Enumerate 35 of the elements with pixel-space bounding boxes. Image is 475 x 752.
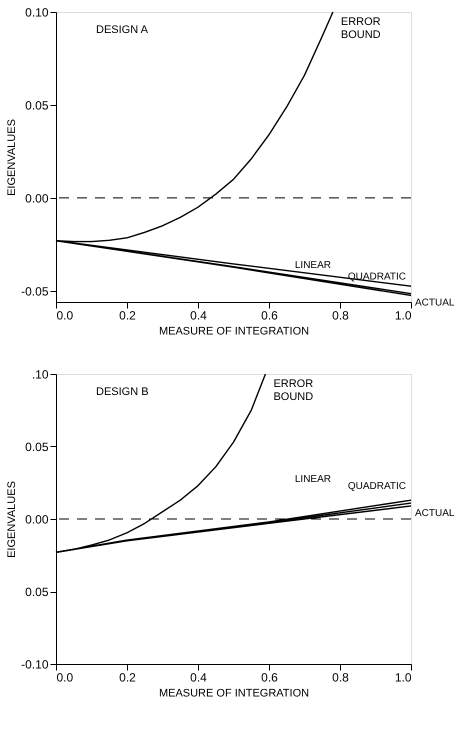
- y-tick-label: 0.00: [25, 191, 49, 206]
- x-tick-label: 0.8: [332, 308, 350, 322]
- x-tick-label: 1.0: [394, 308, 412, 322]
- x-tick-label: 0.2: [119, 308, 136, 322]
- series-label: QUADRATIC: [348, 481, 406, 492]
- series-label: ERROR BOUND: [273, 378, 314, 403]
- x-tick-label: 0.6: [261, 670, 278, 684]
- x-tick-label: 0.8: [332, 670, 350, 684]
- y-tick-label: 0.05: [25, 98, 49, 112]
- x-tick-label: 0.2: [119, 670, 136, 684]
- y-tick-label: -0.10: [21, 658, 49, 672]
- y-tick-label: 0.10: [25, 6, 49, 20]
- y-axis-title: EIGENVALUES: [6, 481, 18, 558]
- y-axis-title: EIGENVALUES: [6, 119, 18, 196]
- x-tick-label: 0.4: [190, 308, 208, 322]
- series-label: LINEAR: [294, 260, 331, 272]
- series-label: ERROR BOUND: [340, 16, 381, 41]
- text: LINEAR: [294, 474, 331, 486]
- series-label: QUADRATIC: [348, 272, 406, 283]
- y-tick-label: 0.00: [25, 512, 49, 526]
- series-label: ACTUAL: [415, 508, 455, 519]
- series-label: ACTUAL: [415, 297, 455, 308]
- y-tick-label: -0.05: [21, 284, 49, 298]
- y-tick-label: 0.05: [25, 440, 49, 454]
- text: DESIGN A: [96, 24, 149, 36]
- x-tick-label: 1.0: [394, 670, 412, 684]
- x-tick-label: 0.0: [56, 308, 74, 322]
- y-tick-label: .10: [32, 368, 49, 382]
- x-axis-title: MEASURE OF INTEGRATION: [158, 688, 310, 700]
- y-tick-label: 0.05: [25, 585, 49, 599]
- x-tick-label: 0.0: [56, 670, 74, 684]
- x-tick-label: 0.6: [261, 308, 278, 322]
- text: DESIGN B: [96, 386, 149, 398]
- x-axis-title: MEASURE OF INTEGRATION: [158, 326, 310, 338]
- x-tick-label: 0.4: [190, 670, 208, 684]
